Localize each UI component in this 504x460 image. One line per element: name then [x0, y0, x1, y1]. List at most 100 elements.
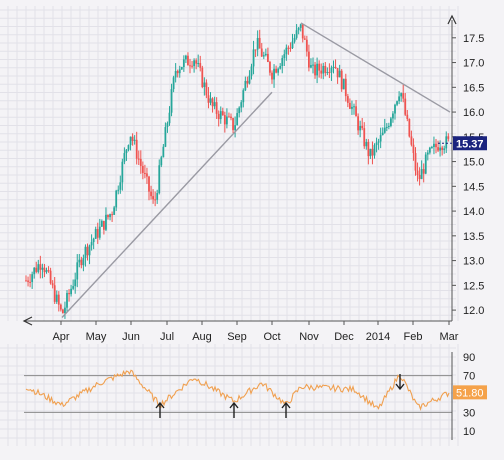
rsi-line	[25, 369, 450, 412]
candle-body	[105, 214, 107, 230]
candle-body	[193, 60, 195, 67]
trendline-2	[300, 22, 451, 113]
candle-body	[433, 143, 435, 148]
candle-body	[398, 96, 400, 102]
candle-body	[248, 75, 251, 84]
candle-body	[117, 189, 120, 191]
candle-body	[371, 148, 374, 156]
candle-body	[156, 193, 159, 200]
price-y-tick-label: 14.5	[463, 181, 484, 193]
x-axis: Apr May Jun Jul Aug Sep Oct Nov Dec 2014 Feb Mar	[22, 316, 459, 343]
candle-body	[260, 48, 263, 57]
candle-body	[373, 145, 376, 156]
candle-body	[400, 93, 403, 97]
candle-body	[228, 116, 230, 118]
candle-body	[121, 161, 124, 183]
candle-body	[439, 147, 441, 151]
candle-body	[133, 139, 136, 141]
candle-body	[363, 128, 366, 147]
candle-body	[43, 267, 46, 273]
candle-body	[90, 242, 93, 246]
trendline-1	[61, 91, 273, 319]
candle-body	[246, 80, 249, 84]
x-tick-label: Sep	[227, 331, 247, 343]
candle-body	[57, 294, 60, 305]
candle-body	[361, 125, 364, 129]
candle-body	[64, 307, 66, 314]
candle-body	[293, 37, 296, 42]
candle-body	[412, 144, 415, 154]
x-tick-label: Nov	[299, 331, 319, 343]
candle-body	[353, 106, 355, 108]
candle-body	[281, 58, 284, 66]
candle-body	[197, 63, 200, 65]
candle-body	[187, 55, 189, 66]
down-arrow-icon	[395, 374, 405, 391]
candle-body	[189, 65, 191, 67]
candle-body	[305, 39, 308, 52]
candle-body	[390, 118, 392, 126]
candle-body	[88, 245, 91, 256]
candle-body	[365, 141, 368, 147]
candle-body	[314, 64, 316, 76]
candles	[25, 23, 450, 319]
candle-body	[31, 274, 34, 282]
candle-body	[357, 116, 359, 131]
candle-body	[387, 125, 390, 128]
candle-body	[230, 116, 232, 119]
candle-body	[164, 127, 167, 147]
candle-body	[359, 125, 362, 131]
candle-body	[25, 280, 27, 282]
x-tick-label: Apr	[52, 331, 69, 343]
candle-body	[160, 157, 163, 166]
candle-body	[291, 41, 294, 48]
candle-body	[226, 116, 228, 125]
candle-body	[162, 146, 165, 158]
candle-body	[96, 229, 99, 238]
x-tick-label: Aug	[192, 331, 212, 343]
candle-body	[267, 53, 269, 62]
rsi-y-tick-label: 30	[463, 407, 475, 419]
candle-body	[420, 169, 423, 180]
candle-body	[62, 309, 64, 314]
candle-body	[383, 127, 386, 133]
candle-body	[150, 191, 152, 197]
candle-body	[191, 65, 193, 67]
candle-body	[402, 93, 405, 99]
candle-body	[283, 54, 286, 59]
candle-body	[103, 220, 105, 230]
candle-body	[396, 101, 398, 105]
candle-body	[125, 149, 128, 154]
candle-body	[424, 154, 427, 174]
candle-body	[277, 68, 280, 73]
candle-body	[205, 82, 208, 96]
candle-body	[379, 135, 382, 142]
price-y-tick-label: 16.5	[463, 82, 484, 94]
candle-body	[111, 214, 113, 216]
candle-body	[322, 65, 325, 74]
candle-body	[185, 55, 187, 60]
candle-body	[422, 169, 425, 174]
candle-body	[262, 55, 265, 57]
candle-body	[180, 67, 183, 70]
candle-body	[217, 113, 220, 120]
candle-body	[426, 152, 429, 155]
candle-body	[154, 199, 157, 201]
candle-body	[297, 27, 300, 31]
up-arrow-icon	[229, 401, 239, 418]
candle-body	[340, 70, 343, 90]
candle-body	[443, 148, 446, 150]
x-tick-label: 2014	[366, 331, 390, 343]
candle-body	[355, 106, 357, 117]
candle-body	[416, 170, 419, 176]
candle-body	[129, 136, 132, 146]
candle-body	[68, 292, 70, 295]
candle-body	[178, 69, 181, 74]
candle-body	[158, 165, 161, 194]
candle-body	[238, 107, 241, 114]
x-tick-label: May	[86, 331, 107, 343]
axis-arrow-left-icon	[22, 316, 33, 326]
candle-body	[410, 136, 413, 145]
